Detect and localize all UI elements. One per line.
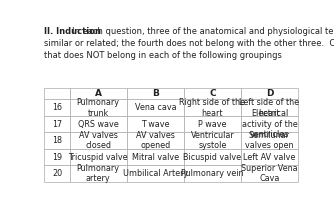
Bar — [184, 99, 241, 116]
Text: Pulmonary
artery: Pulmonary artery — [77, 164, 120, 183]
Text: II. Induction: II. Induction — [44, 27, 101, 36]
Text: Right side of the
heart: Right side of the heart — [179, 98, 245, 117]
Text: P wave: P wave — [198, 120, 227, 129]
Text: Ventricular
systole: Ventricular systole — [190, 131, 234, 150]
Bar — [70, 132, 127, 149]
Text: B: B — [152, 89, 159, 98]
Text: Umbilical Artery: Umbilical Artery — [123, 169, 188, 178]
Text: similar or related; the fourth does not belong with the other three.  Choose the: similar or related; the fourth does not … — [44, 39, 334, 48]
Bar — [127, 88, 184, 99]
Text: C: C — [209, 89, 216, 98]
Text: AV valves
opened: AV valves opened — [136, 131, 175, 150]
Text: Semilunar
valves open: Semilunar valves open — [245, 131, 294, 150]
Bar — [127, 132, 184, 149]
Bar — [184, 149, 241, 165]
Bar — [127, 165, 184, 182]
Text: Left AV valve: Left AV valve — [243, 153, 296, 162]
Bar — [184, 88, 241, 99]
Bar — [241, 132, 298, 149]
Text: QRS wave: QRS wave — [78, 120, 119, 129]
Text: Tricuspid valve: Tricuspid valve — [68, 153, 128, 162]
Text: Pulmonary
trunk: Pulmonary trunk — [77, 98, 120, 117]
Bar — [241, 165, 298, 182]
Text: T wave: T wave — [141, 120, 170, 129]
Bar — [241, 99, 298, 116]
Text: AV valves
closed: AV valves closed — [79, 131, 118, 150]
Text: 19: 19 — [52, 153, 62, 162]
Bar — [70, 116, 127, 132]
Text: Bicuspid valve: Bicuspid valve — [183, 153, 241, 162]
Bar — [44, 132, 70, 149]
Bar — [184, 116, 241, 132]
Bar — [70, 88, 127, 99]
Text: 16: 16 — [52, 103, 62, 112]
Bar — [70, 99, 127, 116]
Text: D: D — [266, 89, 273, 98]
Bar — [184, 132, 241, 149]
Bar — [127, 149, 184, 165]
Text: In each question, three of the anatomical and physiological terms are: In each question, three of the anatomica… — [71, 27, 334, 36]
Text: Vena cava: Vena cava — [135, 103, 176, 112]
Bar — [241, 116, 298, 132]
Bar — [241, 149, 298, 165]
Text: Pulmonary vein: Pulmonary vein — [181, 169, 243, 178]
Text: Mitral valve: Mitral valve — [132, 153, 179, 162]
Bar — [44, 149, 70, 165]
Bar — [241, 88, 298, 99]
Bar — [70, 149, 127, 165]
Text: A: A — [95, 89, 102, 98]
Bar — [44, 165, 70, 182]
Bar — [127, 116, 184, 132]
Text: that does NOT belong in each of the following groupings: that does NOT belong in each of the foll… — [44, 51, 282, 60]
Text: Superior Vena
Cava: Superior Vena Cava — [241, 164, 298, 183]
Bar — [127, 99, 184, 116]
Text: 20: 20 — [52, 169, 62, 178]
Text: Electrical
activity of the
ventricles: Electrical activity of the ventricles — [241, 109, 297, 139]
Text: 17: 17 — [52, 120, 62, 129]
Bar — [44, 88, 70, 99]
Bar — [184, 165, 241, 182]
Bar — [70, 165, 127, 182]
Bar — [44, 99, 70, 116]
Bar — [44, 116, 70, 132]
Text: 18: 18 — [52, 136, 62, 145]
Text: Left side of the
heart: Left side of the heart — [239, 98, 300, 117]
